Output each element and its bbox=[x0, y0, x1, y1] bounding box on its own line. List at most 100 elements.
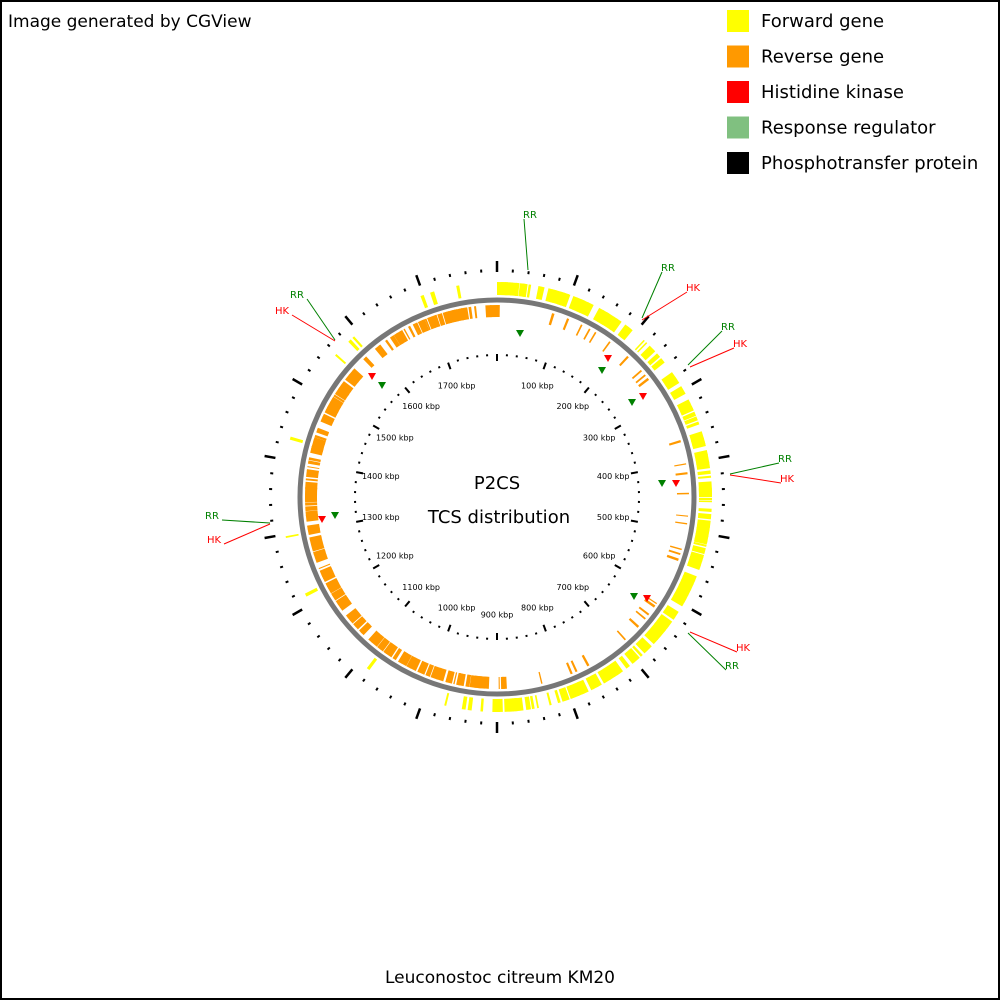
reverse-gene bbox=[368, 630, 380, 643]
outer-tick bbox=[375, 303, 379, 307]
tcs-marker bbox=[639, 393, 647, 400]
reverse-gene bbox=[638, 606, 650, 616]
reverse-gene bbox=[322, 413, 335, 422]
outer-tick bbox=[652, 332, 657, 336]
forward-gene bbox=[698, 490, 712, 497]
reverse-gene bbox=[408, 325, 416, 338]
forward-gene bbox=[684, 416, 698, 425]
forward-gene bbox=[335, 354, 347, 365]
ruler-tick bbox=[396, 597, 400, 601]
reverse-gene bbox=[674, 463, 687, 467]
center-subtitle: TCS distribution bbox=[427, 507, 570, 528]
reverse-gene bbox=[496, 305, 500, 318]
reverse-gene bbox=[333, 394, 345, 403]
reverse-gene bbox=[306, 469, 319, 473]
reverse-gene bbox=[458, 308, 464, 321]
outer-tick bbox=[279, 565, 284, 569]
forward-gene bbox=[670, 386, 686, 401]
ruler-label: 900 kbp bbox=[481, 611, 514, 620]
forward-gene bbox=[662, 609, 676, 620]
ruler-tick bbox=[377, 416, 381, 419]
outer-tick bbox=[715, 550, 719, 554]
forward-gene bbox=[618, 657, 628, 669]
forward-gene bbox=[461, 696, 468, 710]
reverse-gene bbox=[308, 457, 321, 463]
reverse-gene bbox=[380, 639, 391, 652]
outer-tick bbox=[663, 646, 668, 651]
outer-tick bbox=[375, 687, 379, 691]
reverse-gene bbox=[348, 370, 362, 383]
outer-tick bbox=[718, 454, 730, 460]
forward-gene bbox=[694, 537, 708, 544]
reverse-gene bbox=[485, 305, 492, 318]
outer-tick bbox=[601, 695, 605, 699]
reverse-gene bbox=[355, 618, 367, 630]
ruler-label: 500 kbp bbox=[597, 513, 630, 522]
legend-label: Forward gene bbox=[761, 11, 884, 32]
forward-gene bbox=[643, 348, 656, 361]
outer-tick bbox=[673, 634, 678, 639]
reverse-gene bbox=[383, 642, 394, 655]
reverse-gene bbox=[340, 381, 354, 393]
outer-tick bbox=[542, 716, 546, 721]
ruler-tick bbox=[579, 610, 582, 614]
forward-gene bbox=[695, 457, 710, 468]
ruler-tick bbox=[630, 539, 634, 543]
tcs-marker bbox=[630, 593, 638, 600]
reverse-gene bbox=[412, 323, 420, 336]
outer-tick bbox=[307, 368, 312, 373]
forward-gene bbox=[563, 293, 571, 308]
forward-gene bbox=[456, 285, 462, 299]
ruler-label: 700 kbp bbox=[557, 583, 590, 592]
forward-gene bbox=[662, 604, 679, 620]
tcs-marker bbox=[331, 512, 339, 519]
tcs-label: HK bbox=[733, 339, 748, 350]
reverse-gene bbox=[490, 305, 498, 318]
ruler-label: 1100 kbp bbox=[402, 583, 440, 592]
outer-tick bbox=[691, 608, 703, 617]
forward-gene bbox=[686, 561, 701, 571]
forward-gene bbox=[585, 677, 595, 691]
reverse-gene bbox=[668, 440, 682, 446]
forward-gene bbox=[650, 621, 666, 637]
reverse-gene bbox=[313, 548, 326, 556]
outer-tick bbox=[389, 695, 393, 699]
leader-line bbox=[641, 271, 663, 319]
reverse-gene bbox=[304, 493, 318, 500]
forward-gene bbox=[691, 545, 706, 555]
leader-line bbox=[687, 330, 723, 366]
reverse-gene bbox=[628, 617, 640, 628]
ruler-label: 1400 kbp bbox=[362, 472, 400, 481]
ruler-tick bbox=[355, 519, 364, 523]
forward-gene bbox=[597, 668, 611, 684]
outer-tick bbox=[705, 410, 709, 414]
forward-gene bbox=[697, 513, 712, 520]
forward-gene bbox=[348, 339, 360, 352]
reverse-gene bbox=[319, 566, 332, 574]
outer-tick bbox=[279, 425, 284, 429]
reverse-gene bbox=[676, 514, 689, 517]
ruler-tick bbox=[630, 451, 634, 455]
reverse-gene bbox=[337, 597, 351, 609]
forward-gene bbox=[693, 541, 707, 547]
forward-gene bbox=[651, 358, 665, 371]
outer-tick bbox=[710, 565, 715, 569]
reverse-gene bbox=[352, 368, 364, 379]
ruler-tick bbox=[360, 451, 364, 455]
outer-tick bbox=[326, 646, 331, 651]
outer-tick bbox=[615, 303, 619, 307]
reverse-gene bbox=[548, 313, 555, 326]
leader-line bbox=[729, 474, 782, 484]
reverse-gene bbox=[331, 587, 344, 597]
outer-tick bbox=[652, 658, 657, 662]
tcs-label: HK bbox=[275, 306, 290, 317]
legend-swatch bbox=[727, 45, 749, 68]
ruler-tick bbox=[383, 408, 387, 411]
leader-line bbox=[223, 523, 271, 545]
ruler-tick bbox=[583, 600, 590, 608]
reverse-gene bbox=[314, 434, 327, 441]
tcs-label: RR bbox=[523, 210, 537, 221]
forward-gene bbox=[444, 692, 450, 706]
ruler-label: 400 kbp bbox=[597, 472, 630, 481]
ruler-tick bbox=[396, 393, 400, 397]
